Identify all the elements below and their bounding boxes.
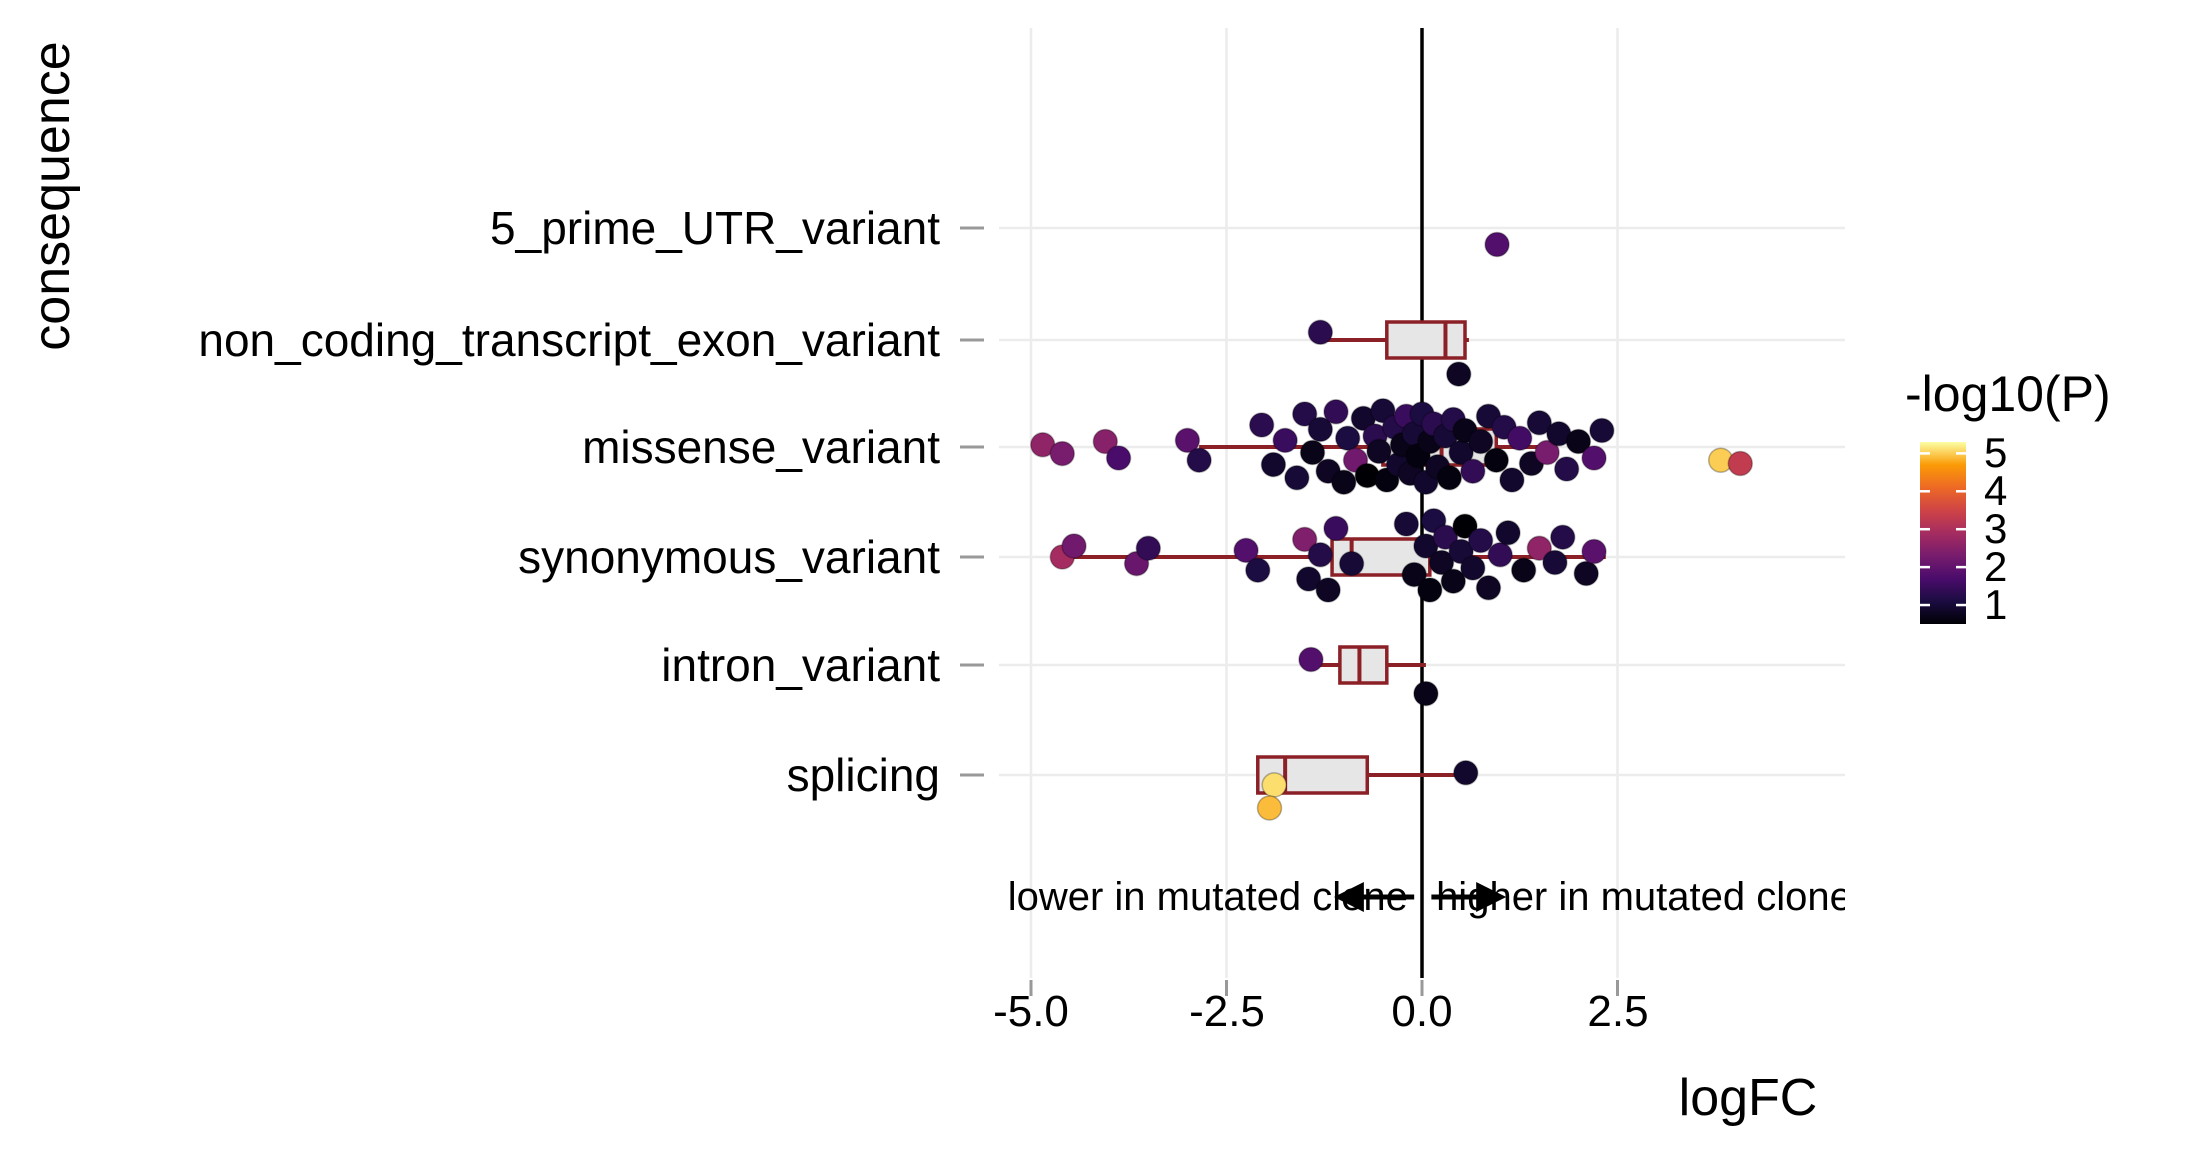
data-point	[1413, 680, 1439, 707]
data-point	[1487, 542, 1513, 568]
data-point	[1261, 772, 1287, 798]
colorbar-gradient	[1920, 442, 1966, 624]
colorbar-legend	[1920, 442, 1966, 624]
data-point	[1495, 520, 1521, 546]
boxplot-box	[1385, 320, 1467, 360]
data-point	[1307, 416, 1334, 443]
data-point	[1331, 469, 1357, 495]
data-point	[1475, 575, 1502, 601]
data-point	[1542, 549, 1568, 576]
x-tick-label-2-5: 2.5	[1587, 987, 1649, 1036]
category-label-synonymous-variant: synonymous_variant	[518, 531, 940, 583]
data-point	[1061, 533, 1087, 559]
data-point	[1256, 795, 1283, 821]
category-label-non-coding-transcript-exon-variant: non_coding_transcript_exon_variant	[198, 314, 940, 366]
points-layer	[1029, 231, 1754, 821]
data-point	[1338, 550, 1365, 577]
data-point	[1526, 410, 1553, 436]
data-point	[1460, 555, 1486, 581]
data-point	[1323, 399, 1349, 425]
data-point	[1248, 412, 1275, 438]
data-point	[1526, 535, 1553, 561]
data-point	[1049, 440, 1076, 467]
data-point	[1507, 425, 1533, 451]
data-point	[1581, 538, 1607, 565]
data-point	[1467, 428, 1494, 455]
data-point	[1186, 447, 1212, 473]
data-point	[1307, 319, 1334, 346]
legend-tick-label-4: 4	[1984, 467, 2008, 514]
legend-tick-label-5: 5	[1984, 429, 2008, 476]
data-point	[1105, 445, 1132, 471]
data-point	[1393, 511, 1420, 537]
data-point	[1245, 557, 1271, 583]
data-point	[1135, 535, 1162, 561]
data-point	[1174, 427, 1201, 454]
data-point	[1553, 456, 1580, 482]
data-point	[1298, 646, 1324, 673]
data-point	[1460, 458, 1486, 484]
data-point	[1366, 438, 1392, 465]
data-point	[1233, 537, 1259, 564]
data-point	[1581, 445, 1607, 471]
data-point	[1291, 401, 1318, 427]
data-point	[1534, 439, 1560, 466]
x-tick-label-neg5: -5.0	[993, 987, 1069, 1036]
x-tick-label-neg2-5: -2.5	[1189, 987, 1265, 1036]
legend-tick-label-3: 3	[1984, 505, 2008, 552]
x-axis-title: logFC	[1678, 1069, 1818, 1127]
data-point	[1589, 417, 1615, 444]
data-point	[1550, 524, 1576, 550]
direction-annotation: lower in mutated clone higher in mutated …	[1008, 875, 1845, 919]
category-label-missense-variant: missense_variant	[582, 421, 940, 473]
data-point	[1334, 425, 1361, 451]
legend-tick-label-1: 1	[1984, 581, 2008, 628]
category-label-intron-variant: intron_variant	[661, 639, 940, 691]
data-point	[1573, 560, 1599, 587]
data-point	[1483, 447, 1510, 473]
category-label-5-prime-utr-variant: 5_prime_UTR_variant	[490, 202, 940, 254]
data-point	[1417, 577, 1443, 603]
data-point	[1092, 428, 1119, 455]
data-point	[1453, 760, 1479, 786]
data-point	[1440, 568, 1467, 594]
data-point	[1401, 561, 1427, 588]
data-point	[1510, 557, 1537, 583]
data-point	[1446, 361, 1472, 387]
data-point	[1484, 231, 1510, 258]
data-point	[1565, 428, 1592, 455]
data-point	[1260, 451, 1287, 478]
x-tick-label-0: 0.0	[1391, 987, 1453, 1036]
legend-title: -log10(P)	[1905, 366, 2111, 422]
data-point	[1428, 549, 1455, 576]
data-point	[1727, 450, 1754, 477]
data-point	[1467, 527, 1494, 554]
data-point	[1323, 515, 1349, 542]
boxplot-box	[1338, 645, 1389, 685]
data-point	[1295, 566, 1322, 592]
category-label-splicing: splicing	[786, 749, 940, 801]
data-point	[1291, 526, 1318, 553]
data-point	[1307, 542, 1334, 568]
data-point	[1436, 465, 1463, 491]
data-point	[1299, 439, 1326, 466]
axis-ticks-layer	[960, 226, 1619, 996]
data-point	[1284, 465, 1310, 491]
data-point	[1452, 513, 1478, 539]
legend-tick-label-2: 2	[1984, 543, 2008, 590]
data-point	[1272, 427, 1298, 454]
data-point	[1499, 467, 1525, 493]
data-point	[1432, 524, 1459, 550]
data-point	[1315, 577, 1341, 603]
